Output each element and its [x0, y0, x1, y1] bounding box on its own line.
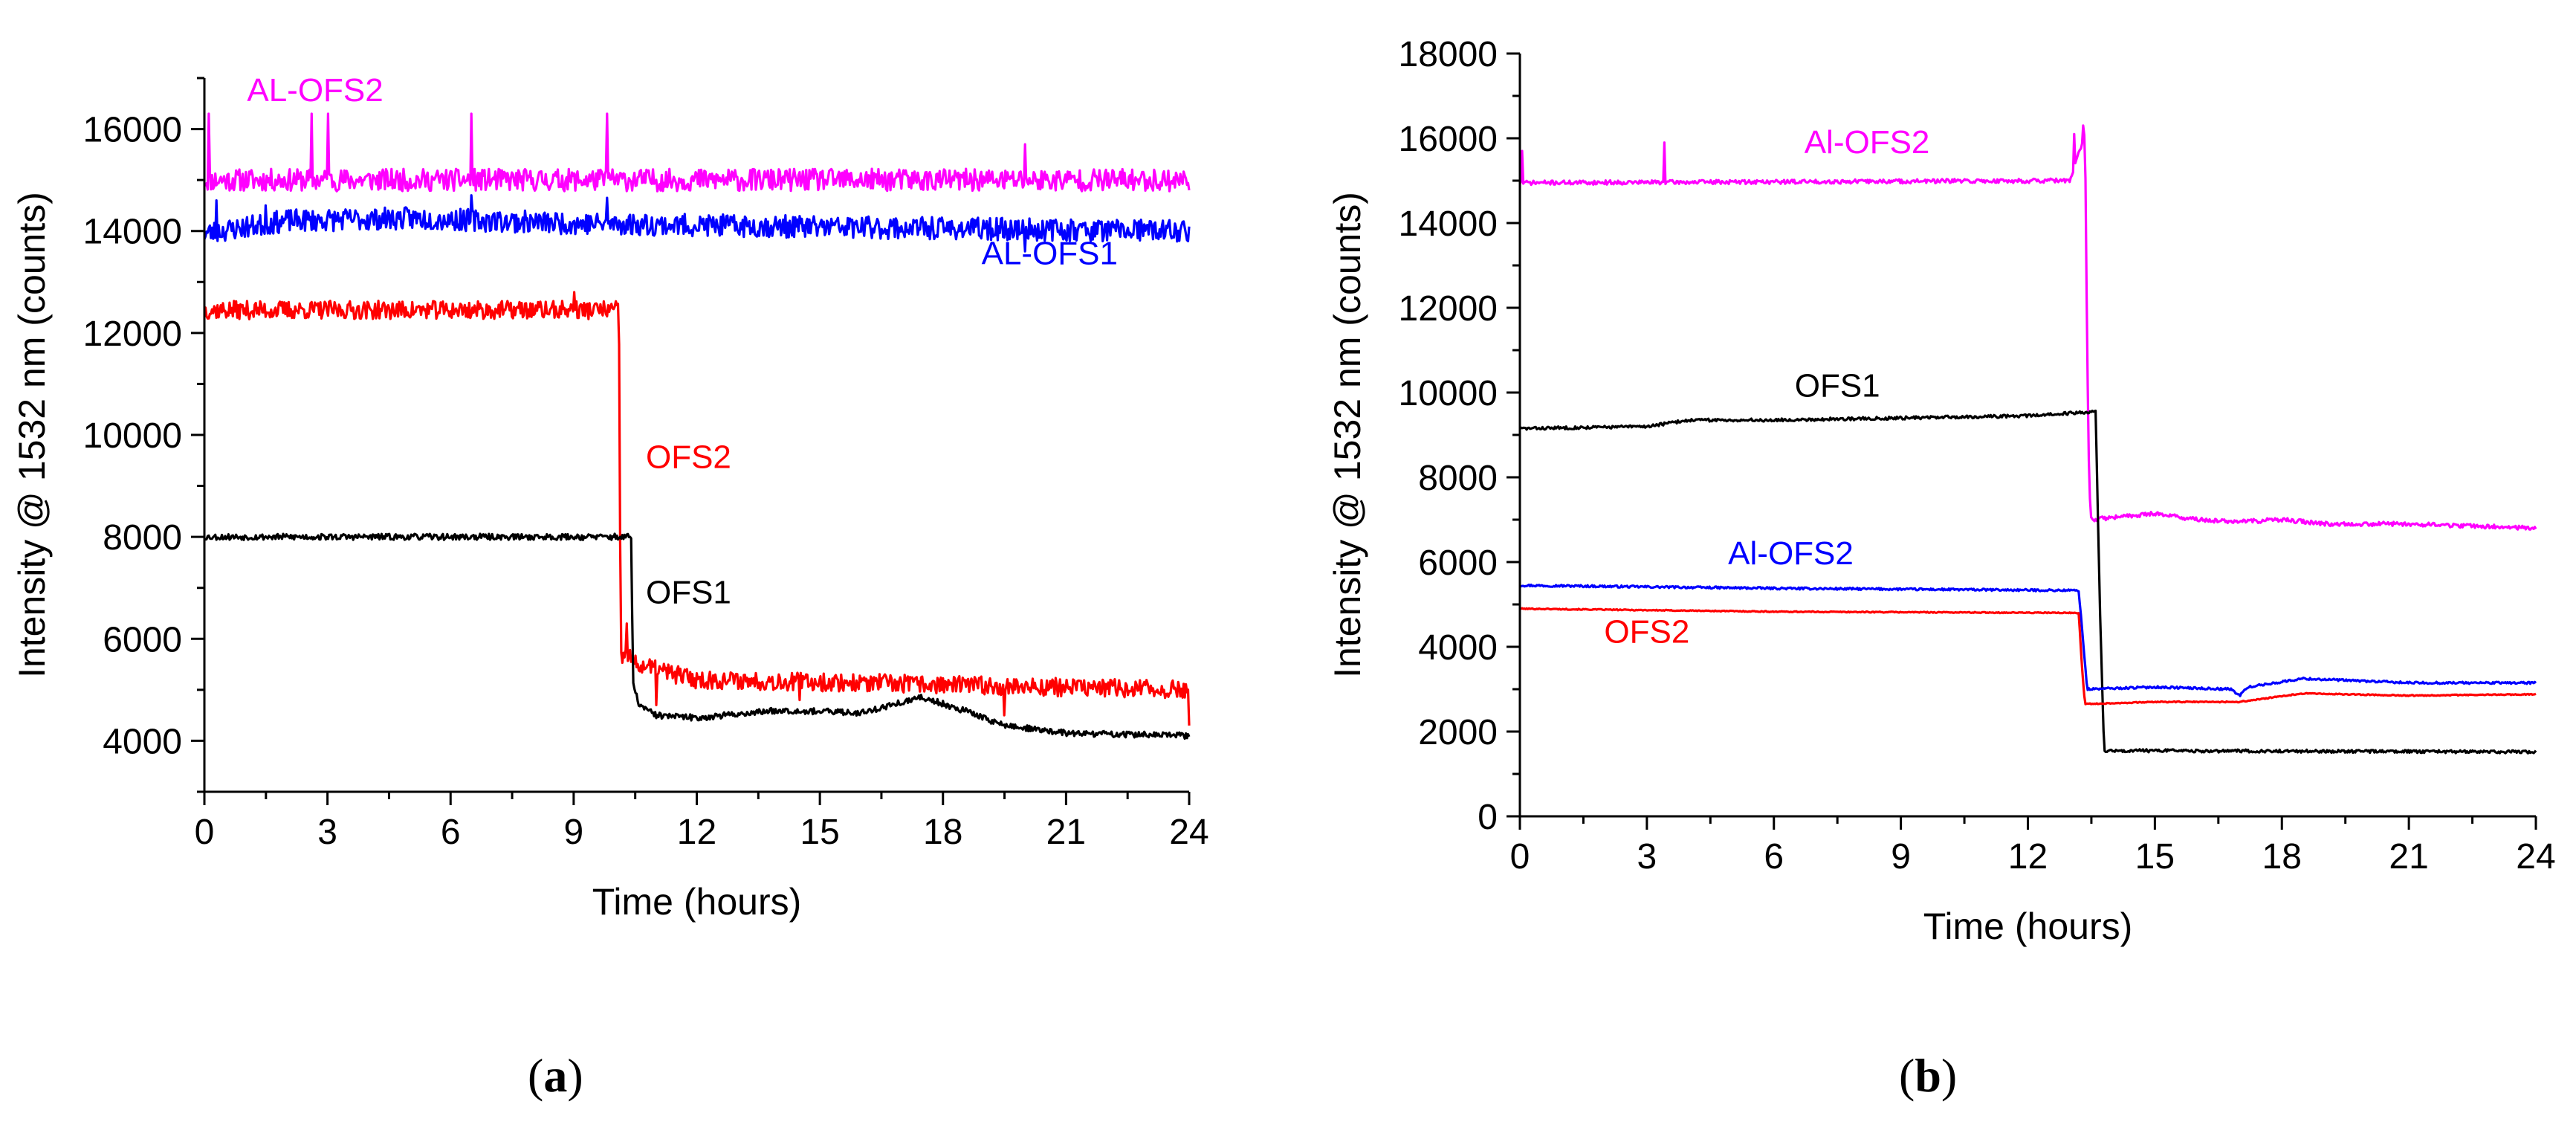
y-tick-label: 16000 — [1399, 120, 1498, 159]
y-tick-label: 14000 — [1399, 204, 1498, 244]
x-tick-label: 6 — [441, 813, 461, 852]
x-tick-label: 0 — [1510, 837, 1530, 877]
x-tick-label: 24 — [2516, 837, 2555, 877]
x-tick-label: 21 — [2389, 837, 2428, 877]
y-axis-title: Intensity @ 1532 nm (counts) — [11, 192, 53, 678]
series-line-ofs2-b3 — [1519, 607, 2537, 706]
y-tick-label: 12000 — [83, 314, 182, 354]
x-tick-label: 3 — [1637, 837, 1657, 877]
x-tick-label: 18 — [923, 813, 962, 852]
y-tick-label: 8000 — [103, 518, 182, 558]
series-line-ofs2-a2 — [203, 291, 1191, 726]
x-axis-title: Time (hours) — [1923, 906, 2133, 947]
chart-a: 0 3 6 9 12 15 18 21 24 4000 6000 8000 10000 12000 1400… — [11, 72, 1209, 923]
y-tick-label: 16000 — [83, 111, 182, 150]
y-tick-label: 10000 — [1399, 374, 1498, 413]
series-annotation: OFS1 — [1795, 368, 1880, 404]
series-annotation: AL-OFS2 — [247, 72, 383, 109]
series-annotation: Al-OFS2 — [1728, 535, 1854, 572]
x-tick-label: 12 — [677, 813, 716, 852]
series-line-al-ofs2-b2 — [1519, 583, 2537, 697]
y-axis-title: Intensity @ 1532 nm (counts) — [1327, 192, 1368, 678]
x-tick-label: 21 — [1046, 813, 1086, 852]
series-annotation: OFS1 — [646, 574, 731, 610]
y-tick-label: 2000 — [1418, 713, 1498, 752]
series-line-al-ofs2-b0 — [1518, 124, 2537, 531]
x-tick-label: 3 — [317, 813, 337, 852]
series-line-al-ofs2-a0 — [204, 112, 1191, 193]
y-tick-label: 18000 — [1399, 35, 1498, 74]
series-annotation: AL-OFS1 — [982, 235, 1118, 271]
x-tick-label: 15 — [800, 813, 839, 852]
x-tick-label: 6 — [1764, 837, 1784, 877]
x-axis-title: Time (hours) — [592, 881, 802, 923]
x-tick-label: 12 — [2008, 837, 2048, 877]
y-tick-label: 8000 — [1418, 459, 1498, 498]
series-line-ofs1-a3 — [203, 532, 1191, 740]
series-annotation: OFS2 — [1604, 613, 1689, 650]
y-tick-label: 0 — [1478, 798, 1498, 837]
y-tick-label: 12000 — [1399, 289, 1498, 329]
y-tick-label: 6000 — [1418, 543, 1498, 583]
series-line-ofs1-b1 — [1518, 409, 2537, 755]
x-tick-label: 18 — [2262, 837, 2302, 877]
y-tick-label: 14000 — [83, 213, 182, 252]
panel-caption-b: (b) — [1899, 1049, 1958, 1102]
y-tick-label: 4000 — [103, 722, 182, 761]
x-tick-label: 15 — [2135, 837, 2175, 877]
series-annotation: OFS2 — [646, 439, 731, 476]
x-tick-label: 9 — [1891, 837, 1911, 877]
y-tick-label: 6000 — [103, 620, 182, 659]
x-tick-label: 9 — [564, 813, 584, 852]
y-tick-label: 10000 — [83, 416, 182, 456]
x-tick-label: 24 — [1169, 813, 1208, 852]
series-annotation: Al-OFS2 — [1805, 124, 1930, 161]
y-tick-label: 4000 — [1418, 628, 1498, 668]
chart-b: 0 3 6 9 12 15 18 21 24 0 2000 4000 6000 8000 10000 1200… — [1327, 35, 2556, 947]
series-line-al-ofs1-a1 — [203, 194, 1191, 253]
x-tick-label: 0 — [195, 813, 215, 852]
panel-caption-a: (a) — [528, 1049, 583, 1102]
